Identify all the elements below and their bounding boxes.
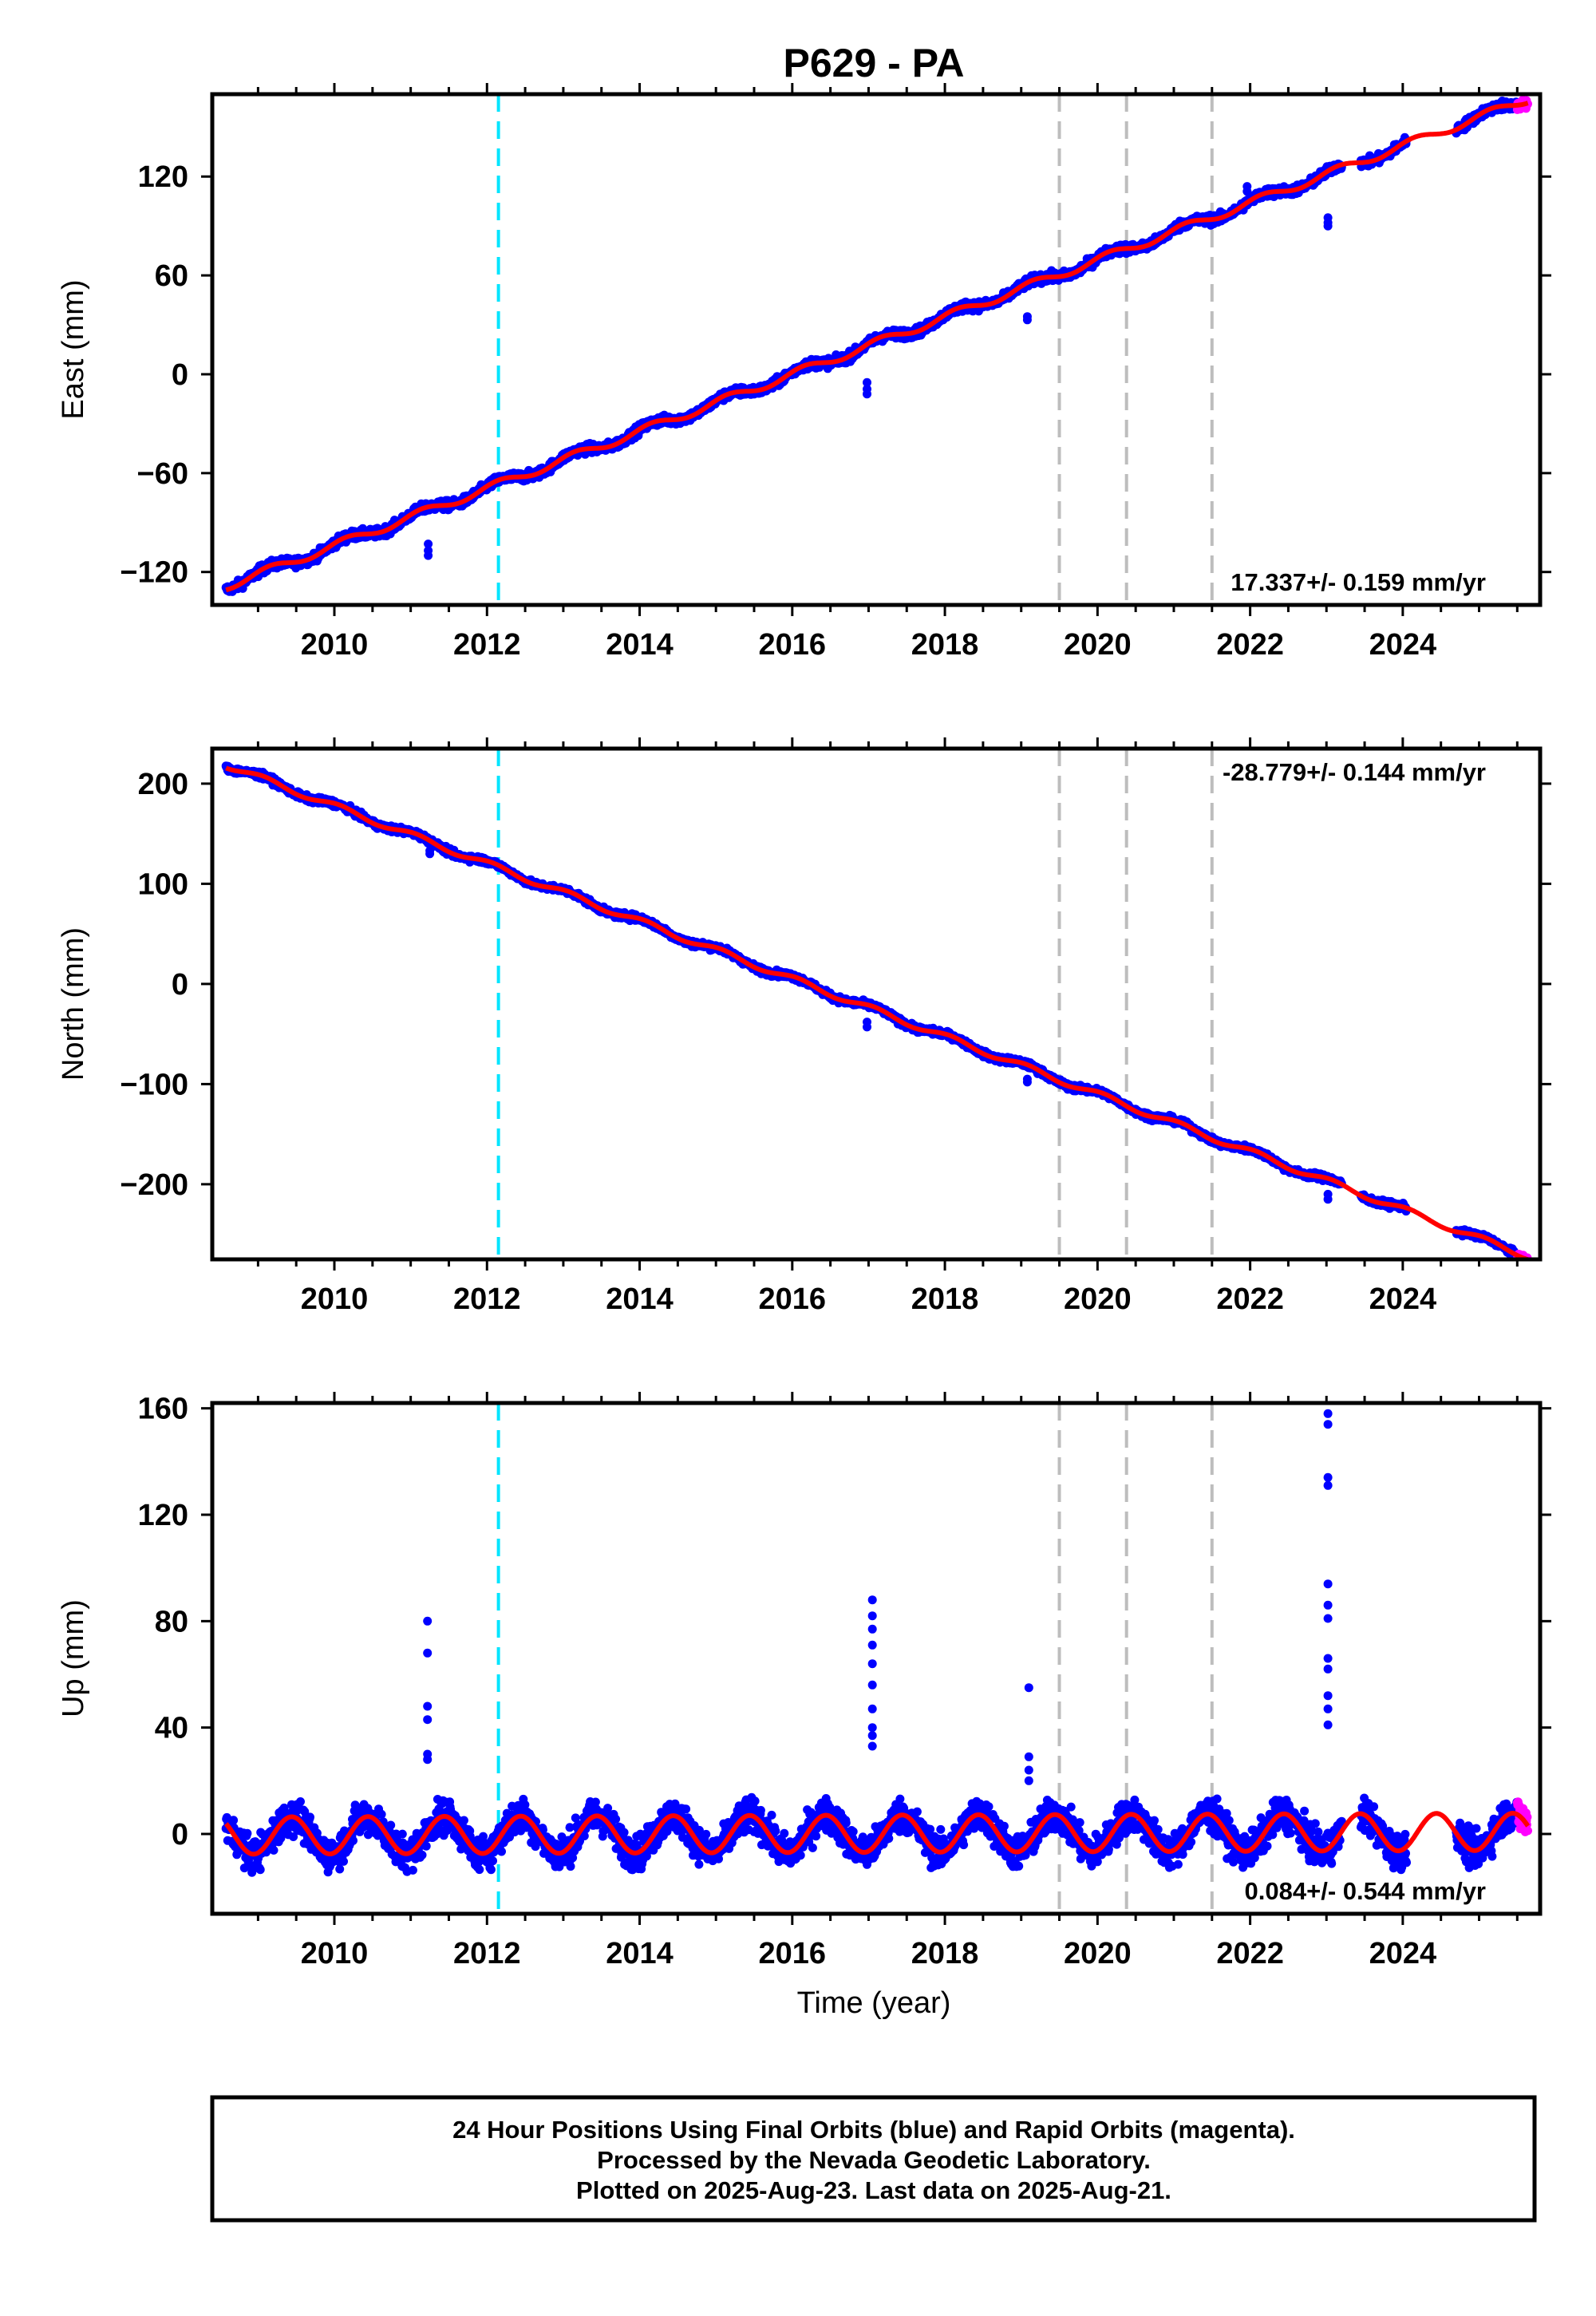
- x-tick-label-east-2020: 2020: [1064, 628, 1132, 662]
- x-tick-label-east-2022: 2022: [1216, 628, 1284, 662]
- x-tick-label-east-2018: 2018: [911, 628, 979, 662]
- panel-north: 2010 2012 2014 2016 2018 2020 2022 2024−200−100…: [57, 737, 1551, 1316]
- rate-label-east: 17.337+/- 0.159 mm/yr: [1231, 568, 1486, 596]
- outlier-point: [1022, 315, 1032, 325]
- points-east: [221, 95, 1532, 596]
- x-tick-label-east-2012: 2012: [453, 628, 521, 662]
- chart-title: P629 - PA: [784, 41, 965, 85]
- points-north: [221, 761, 1532, 1259]
- panel-east: 2010 2012 2014 2016 2018 2020 2022 2024 −120 −60 0…: [57, 83, 1551, 662]
- outlier-point: [1242, 187, 1252, 196]
- y-axis-label-east: East (mm): [57, 279, 90, 419]
- x-tick-label-east-2010: 2010: [301, 628, 369, 662]
- outlier-point: [424, 551, 433, 560]
- outlier-point: [1323, 221, 1333, 231]
- y-tick-label-east-2: 0: [172, 358, 188, 392]
- y-tick-label-east-4: 120: [138, 160, 188, 194]
- y-tick-label-east-0: −120: [120, 556, 188, 590]
- x-tick-label-east-2024: 2024: [1369, 628, 1437, 662]
- x-tick-label-east-2014: 2014: [606, 628, 674, 662]
- y-tick-label-east-1: −60: [137, 457, 188, 491]
- x-tick-label-east-2016: 2016: [759, 628, 827, 662]
- panels: 2010 2012 2014 2016 2018 2020 2022 2024 −120 −60 0…: [57, 83, 1551, 1970]
- outlier-point: [863, 389, 871, 399]
- y-tick-label-east-3: 60: [155, 259, 188, 293]
